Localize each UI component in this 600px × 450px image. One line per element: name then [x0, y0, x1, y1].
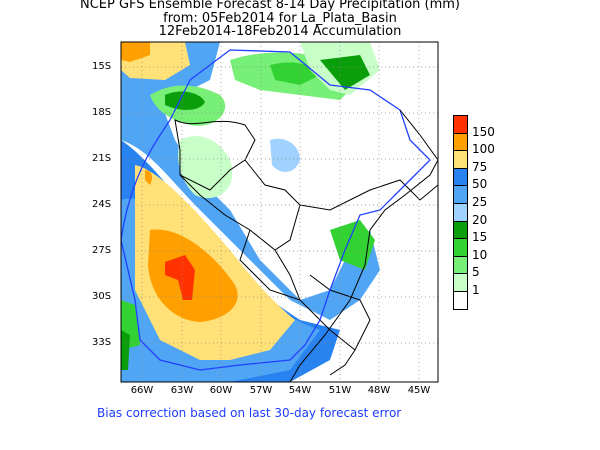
lon-label: 63W	[170, 385, 194, 396]
lon-label: 45W	[407, 385, 431, 396]
colorbar-label: 25	[472, 195, 488, 209]
lat-label: 33S	[92, 337, 112, 348]
colorbar-swatch	[453, 203, 468, 222]
colorbar-label: 20	[472, 212, 488, 227]
colorbar-label: 1	[472, 283, 480, 297]
precip-50-region	[121, 90, 380, 320]
lat-label: 15S	[92, 61, 112, 72]
lon-label: 54W	[288, 385, 312, 396]
colorbar-swatch	[453, 238, 468, 257]
colorbar-label: 150	[472, 124, 495, 139]
footer-note: Bias correction based on last 30-day for…	[97, 406, 402, 420]
lat-label: 30S	[92, 291, 112, 302]
colorbar-label: 100	[472, 142, 495, 157]
colorbar-swatch	[453, 273, 468, 292]
colorbar-swatch	[453, 185, 468, 204]
colorbar-label: 5	[472, 265, 480, 280]
lon-label: 51W	[328, 385, 352, 396]
lat-label: 18S	[92, 107, 112, 118]
colorbar-label: 15	[472, 230, 488, 245]
colorbar-swatch	[453, 150, 468, 169]
lat-label: 24S	[92, 199, 112, 210]
colorbar-label: 75	[472, 159, 488, 174]
title-line-2: from: 05Feb2014 for La_Plata_Basin	[163, 11, 397, 26]
colorbar-swatch	[453, 255, 468, 275]
colorbar-swatch	[453, 132, 468, 152]
lat-label: 27S	[92, 245, 112, 256]
title-line-3: 12Feb2014-18Feb2014 Accumulation	[158, 24, 402, 39]
colorbar-label: 10	[472, 247, 488, 262]
lat-label: 21S	[92, 153, 112, 164]
colorbar-swatch	[453, 220, 468, 240]
title-line-1: NCEP GFS Ensemble Forecast 8-14 Day Prec…	[79, 0, 460, 12]
colorbar-swatch	[453, 115, 468, 134]
lon-label: 57W	[249, 385, 273, 396]
colorbar-swatch	[453, 291, 468, 310]
colorbar-swatch	[453, 167, 468, 187]
colorbar-label: 50	[472, 177, 488, 192]
lon-label: 66W	[130, 385, 154, 396]
lon-label: 48W	[367, 385, 391, 396]
lon-label: 60W	[209, 385, 233, 396]
map-frame	[120, 41, 439, 383]
